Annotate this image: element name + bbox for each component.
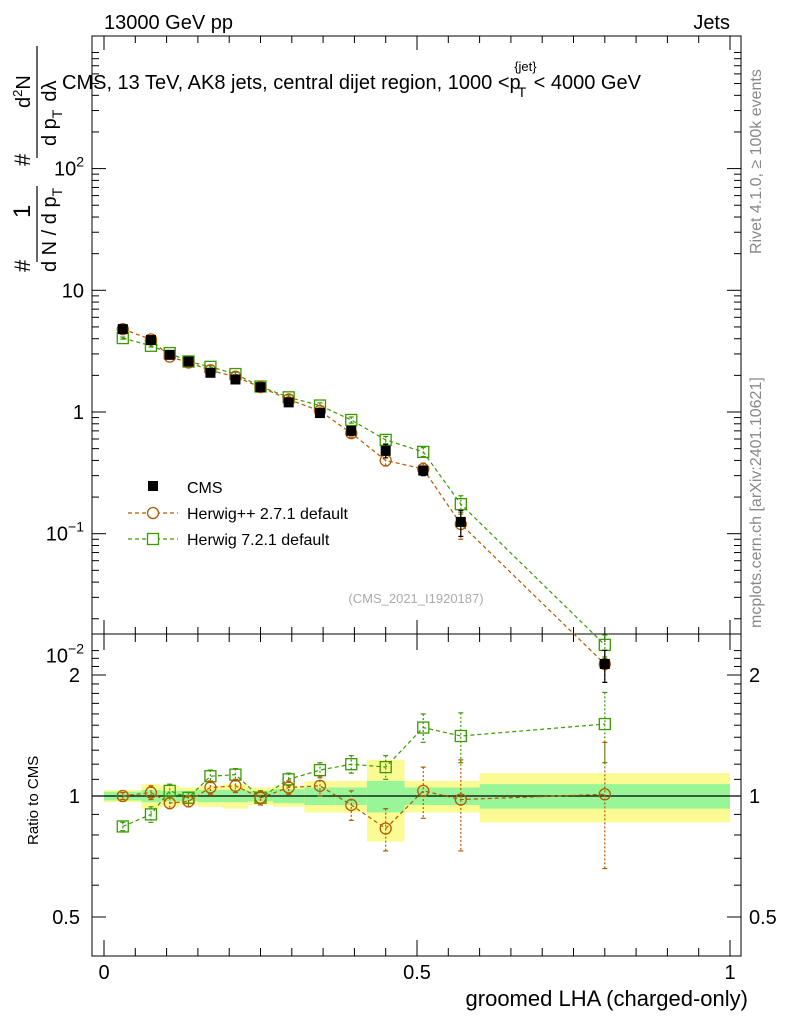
main-point-cms (418, 465, 429, 476)
svg-text:d pTdλ: d pTdλ (39, 81, 65, 147)
xlabel: groomed LHA (charged-only) (466, 986, 748, 1011)
mcplots-label: mcplots.cern.ch [arXiv:2401.10621] (748, 377, 765, 628)
ratio-point-herwigpp (116, 789, 129, 803)
xtick-label: 0.5 (403, 962, 431, 984)
main-point-cms (145, 335, 156, 346)
ratio-ytick-label-left: 0.5 (52, 907, 80, 929)
legend-marker-herwigpp (146, 506, 160, 520)
xtick-label: 1 (724, 962, 735, 984)
ratio-point-herwigpp (454, 793, 467, 806)
main-point-herwigpp (254, 381, 267, 394)
main-ytick-label: 102 (54, 154, 84, 181)
ratio-point-herwig7 (598, 717, 611, 731)
main-point-cms (283, 397, 294, 408)
legend: CMS Herwig++ 2.7.1 default Herwig 7.2.1 … (128, 480, 349, 549)
ratio-point-herwigpp (598, 788, 611, 801)
main-point-cms (117, 324, 128, 335)
ratio-bands (104, 759, 730, 842)
main-axis-ticks: 10−2 10−1 1 10 102 (46, 36, 741, 667)
main-point-cms (346, 425, 357, 436)
ratio-ylabel: Ratio to CMS (25, 756, 42, 845)
main-ytick-label: 10−1 (46, 519, 84, 546)
main-series (116, 322, 611, 683)
xtick-label: 0 (98, 962, 109, 984)
ratio-band-inner (366, 780, 405, 813)
ratio-ytick-label-right: 2 (749, 665, 760, 687)
main-point-herwig7 (417, 445, 430, 459)
main-point-cms (164, 349, 175, 360)
svg-text:#: # (10, 153, 35, 166)
ratio-point-herwigpp (379, 822, 392, 835)
svg-text:d2N: d2N (10, 75, 35, 108)
ratio-point-herwigpp (254, 791, 267, 804)
header-left: 13000 GeV pp (104, 12, 233, 34)
ratio-ytick-label-right: 1 (749, 786, 760, 808)
main-point-herwig7 (345, 413, 358, 427)
chart-title: CMS, 13 TeV, AK8 jets, central dijet reg… (62, 59, 642, 100)
main-point-cms (455, 516, 466, 527)
ratio-point-herwigpp (417, 784, 430, 797)
ratio-ytick-label-left: 1 (69, 786, 80, 808)
ratio-point-herwig7 (417, 721, 430, 734)
main-point-cms (599, 658, 610, 669)
legend-label-herwig7: Herwig 7.2.1 default (187, 532, 330, 549)
legend-label-herwigpp: Herwig++ 2.7.1 default (187, 506, 349, 523)
svg-text:1: 1 (9, 205, 36, 218)
main-ylabel: # 1 d N / d pT # d2N d pTdλ (9, 46, 65, 272)
ratio-point-herwigpp (163, 796, 176, 810)
svg-text:#: # (10, 259, 35, 272)
ratio-axis-ticks: 0.5 0.5 1 1 2 2 0 0.5 1 (52, 634, 777, 984)
ratio-series (116, 691, 611, 870)
main-ytick-label: 10−2 (46, 640, 84, 667)
rivet-label: Rivet 4.1.0, ≥ 100k events (748, 69, 765, 254)
ratio-point-herwigpp (182, 795, 195, 808)
ratio-line-herwigpp (122, 785, 605, 830)
ratio-point-herwigpp (204, 781, 217, 794)
ratio-point-herwig7 (182, 791, 195, 804)
main-point-cms (314, 408, 325, 419)
main-ytick-label: 10 (62, 280, 84, 302)
ratio-ytick-label-right: 0.5 (749, 907, 777, 929)
legend-marker-herwig7 (146, 532, 160, 546)
ratio-point-herwig7 (454, 729, 467, 743)
ratio-point-herwigpp (282, 781, 295, 794)
ratio-point-herwigpp (144, 786, 158, 799)
main-ytick-label: 1 (73, 402, 84, 424)
ratio-point-herwig7 (116, 820, 129, 833)
header-right: Jets (693, 12, 730, 34)
ratio-point-herwig7 (163, 784, 176, 797)
main-point-cms (230, 374, 241, 385)
legend-marker-cms (148, 481, 158, 491)
main-point-cms (205, 367, 216, 378)
svg-text:d N / d pT: d N / d pT (39, 187, 65, 272)
ratio-point-herwig7 (379, 760, 392, 774)
ratio-line-herwig7 (122, 723, 605, 827)
analysis-id: (CMS_2021_I1920187) (348, 591, 483, 606)
ratio-point-herwig7 (345, 758, 358, 771)
ratio-point-herwig7 (144, 808, 158, 821)
ratio-point-herwigpp (313, 779, 327, 792)
main-point-herwigpp (116, 322, 129, 336)
main-point-herwig7 (454, 497, 467, 511)
main-point-cms (380, 445, 391, 456)
ratio-point-herwigpp (229, 779, 242, 792)
main-point-cms (255, 382, 266, 393)
ratio-point-herwig7 (313, 763, 327, 777)
legend-label-cms: CMS (187, 480, 223, 497)
ratio-point-herwigpp (345, 798, 358, 812)
main-point-cms (183, 356, 194, 367)
ratio-ytick-label-left: 2 (69, 665, 80, 687)
ratio-point-herwig7 (282, 773, 295, 786)
